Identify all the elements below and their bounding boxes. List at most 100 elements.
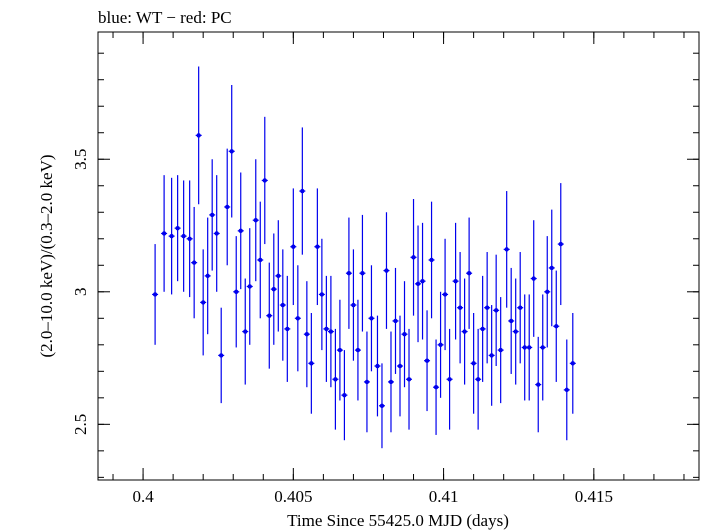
point-marker: [196, 133, 201, 138]
data-point: [257, 201, 264, 319]
point-marker: [243, 329, 248, 334]
point-marker: [554, 324, 559, 329]
point-marker: [152, 292, 158, 297]
point-marker: [415, 281, 421, 287]
y-axis-label: (2.0–10.0 keV)/(0.3–2.0 keV): [37, 154, 56, 357]
point-marker: [309, 361, 314, 366]
point-marker: [181, 233, 186, 239]
data-point: [452, 222, 459, 340]
data-point: [299, 127, 306, 255]
point-marker: [346, 271, 352, 276]
data-point: [392, 267, 399, 374]
chart-title: blue: WT − red: PC: [98, 8, 232, 27]
point-marker: [238, 228, 243, 234]
point-marker: [229, 149, 234, 154]
data-point: [401, 281, 408, 388]
data-point: [327, 275, 334, 388]
data-point: [270, 233, 277, 345]
data-points: [152, 66, 576, 449]
point-marker: [333, 377, 338, 382]
data-point: [168, 177, 175, 295]
x-tick-labels: 0.4 0.405 0.41 0.415: [132, 487, 613, 506]
data-point: [419, 222, 426, 340]
data-point: [266, 262, 273, 369]
point-marker: [513, 329, 518, 334]
data-point: [457, 252, 464, 364]
data-point: [521, 294, 528, 401]
point-marker: [304, 332, 310, 337]
point-marker: [291, 244, 296, 249]
data-point: [354, 299, 361, 401]
point-marker: [457, 305, 463, 310]
data-point: [406, 328, 413, 430]
y-tick-label: 3.5: [71, 149, 90, 170]
point-marker: [489, 353, 494, 358]
data-point: [446, 328, 453, 430]
y-tick-label: 3: [71, 288, 90, 297]
point-marker: [564, 387, 569, 393]
point-marker: [466, 271, 472, 276]
data-point: [470, 312, 477, 414]
data-point: [218, 307, 225, 404]
data-point: [484, 252, 491, 364]
data-point: [186, 180, 193, 298]
data-point: [204, 217, 211, 335]
data-point: [279, 249, 286, 361]
point-marker: [175, 225, 180, 231]
point-marker: [504, 247, 509, 252]
data-point: [332, 328, 339, 430]
data-point: [336, 299, 343, 401]
data-point: [530, 220, 537, 337]
point-marker: [315, 244, 320, 249]
point-marker: [498, 347, 503, 353]
point-marker: [191, 260, 197, 265]
data-point: [396, 315, 404, 417]
data-point: [563, 339, 570, 441]
point-marker: [276, 273, 281, 279]
point-marker: [262, 178, 267, 183]
data-point: [191, 206, 198, 319]
data-point: [161, 175, 168, 292]
point-marker: [402, 332, 407, 337]
point-marker: [271, 286, 276, 292]
point-marker: [253, 218, 258, 223]
point-marker: [462, 329, 467, 334]
x-tick-label: 0.415: [575, 487, 613, 506]
data-point: [294, 265, 301, 372]
data-point: [213, 175, 220, 292]
point-marker: [214, 231, 219, 236]
point-marker: [531, 276, 536, 281]
data-point: [508, 267, 515, 374]
point-marker: [453, 278, 458, 284]
data-point: [318, 238, 325, 351]
data-point: [378, 363, 385, 449]
point-marker: [475, 377, 481, 382]
point-marker: [433, 385, 439, 390]
data-point: [437, 291, 444, 398]
data-point: [512, 278, 519, 385]
data-point: [209, 159, 216, 271]
point-marker: [247, 284, 252, 289]
point-marker: [319, 292, 325, 297]
point-marker: [225, 204, 230, 210]
point-marker: [295, 316, 301, 321]
data-point: [246, 228, 253, 345]
point-marker: [527, 345, 532, 350]
y-tick-labels: 2.5 3 3.5: [71, 149, 90, 435]
data-point: [345, 217, 352, 329]
data-point: [252, 159, 259, 282]
point-marker: [438, 342, 443, 348]
point-marker: [234, 289, 239, 294]
point-marker: [540, 345, 545, 350]
point-marker: [545, 289, 550, 294]
point-marker: [205, 273, 210, 279]
axis-ticks: [98, 32, 699, 480]
point-marker: [536, 382, 541, 387]
point-marker: [442, 292, 448, 297]
point-marker: [364, 379, 370, 385]
point-marker: [267, 313, 272, 318]
data-point: [174, 175, 181, 282]
data-point: [224, 148, 231, 266]
data-point: [539, 294, 546, 401]
